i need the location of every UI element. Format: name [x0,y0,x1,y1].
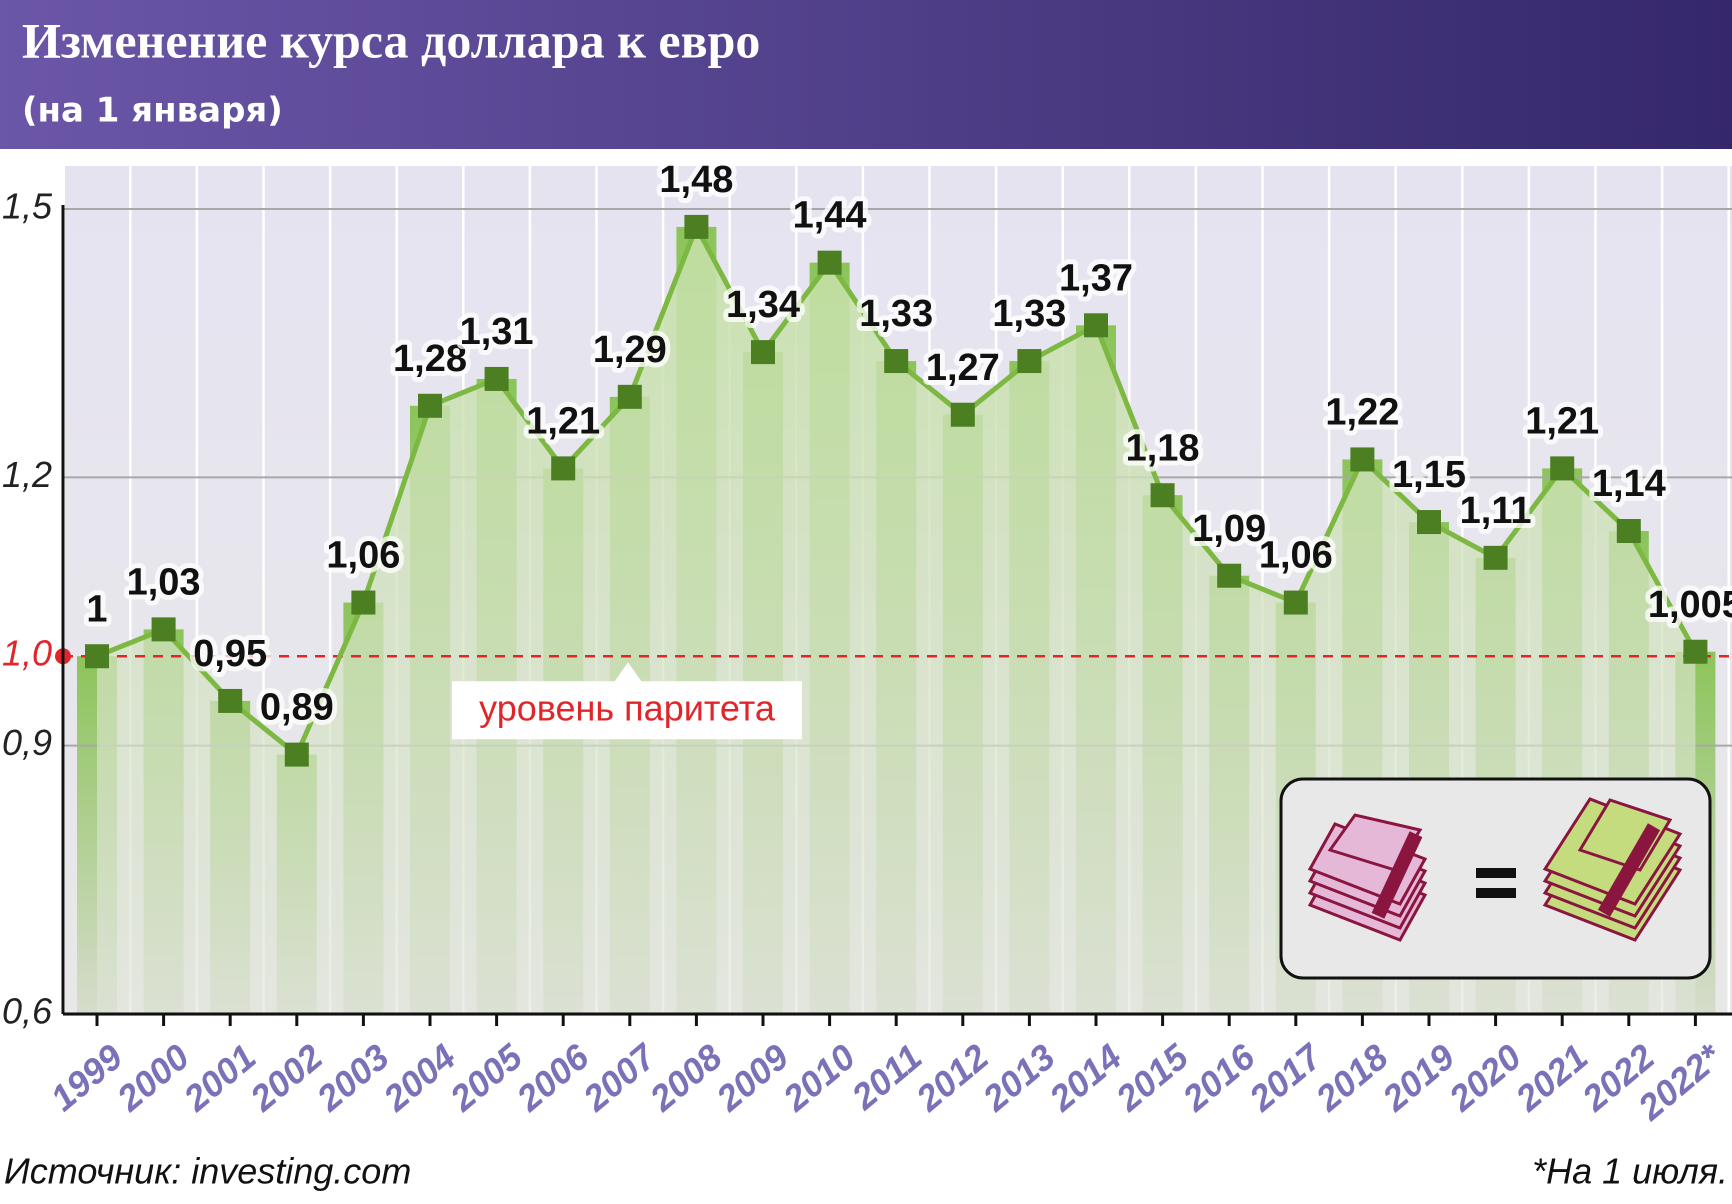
x-tick-label: 2005 [441,1035,530,1119]
data-label: 1,48 [659,159,733,201]
marker [1483,545,1508,570]
marker [484,366,509,391]
marker [1350,447,1375,472]
x-tick-label: 2000 [108,1036,196,1120]
marker [1683,639,1708,664]
marker [1616,519,1641,543]
x-tick-label: 2021 [1507,1036,1595,1120]
chart-title: Изменение курса доллара к евро [22,12,760,68]
data-label: 1,11 [1460,490,1532,532]
marker [85,644,109,669]
data-label: 1,21 [1525,400,1599,442]
source: Источник: investing.com [4,1151,411,1192]
marker [817,250,842,275]
marker [551,456,576,481]
x-tick-label: 2015 [1107,1035,1196,1119]
x-tick-label: 2004 [375,1036,463,1120]
marker [751,340,775,365]
annotation-box [452,681,802,740]
x-tick-label: 2003 [308,1036,396,1120]
marker [617,384,642,409]
footnote: *На 1 июля. [1532,1151,1728,1192]
marker [218,688,243,713]
data-label: 1,33 [992,293,1066,335]
data-label: 1,27 [926,347,1000,389]
data-label: 1,06 [326,535,400,577]
annotation: уровень паритета [479,688,776,729]
x-tick-label: 2001 [175,1036,263,1120]
data-label: 0,89 [260,687,334,729]
data-label: 1,34 [726,284,800,326]
marker [950,402,975,427]
marker [1283,590,1308,615]
y-tick-label: 0,6 [2,991,53,1032]
x-tick-label: 2019 [1374,1036,1462,1120]
marker [1150,483,1175,508]
money-icon [1279,777,1712,980]
marker [1417,510,1441,535]
x-tick-label: 2010 [774,1036,862,1120]
data-label: 1,18 [1126,427,1200,469]
x-tick-label: 2002 [242,1036,330,1120]
x-tick-label: 2006 [508,1035,597,1119]
x-tick-label: 2020 [1440,1036,1528,1120]
x-tick-label: 2011 [843,1036,929,1118]
data-label: 1,28 [393,338,467,380]
x-tick-label: 2018 [1307,1036,1395,1120]
data-label: 1,33 [859,293,933,335]
data-label: 1,15 [1392,454,1466,496]
data-label: 1,03 [127,561,201,603]
header [0,0,1732,149]
marker [151,617,176,642]
marker [1550,456,1575,481]
x-tick-label: 2016 [1174,1035,1263,1119]
marker [884,349,909,374]
marker [684,214,709,239]
y-tick-label: 1,0 [2,633,52,674]
y-tick-label: 1,5 [2,186,53,227]
data-label: 1,09 [1192,508,1266,550]
data-label: 1,44 [793,195,867,237]
data-label: 1,06 [1259,535,1333,577]
marker [418,393,442,418]
data-label: 1 [86,588,107,630]
marker [1084,313,1108,338]
data-label: 1,37 [1059,257,1133,299]
marker [351,590,376,615]
data-label: 1,21 [526,400,600,442]
data-label: 1,22 [1325,391,1399,433]
y-tick-label: 1,2 [2,454,52,495]
data-label: 1,29 [593,329,667,371]
x-tick-label: 2013 [974,1036,1062,1120]
data-label: 1,31 [460,311,534,353]
marker [284,742,309,767]
x-tick-label: 2008 [641,1036,729,1120]
marker [1217,563,1242,588]
marker [1017,349,1042,374]
data-label: 0,95 [193,633,267,675]
x-tick-label: 2009 [708,1036,796,1120]
chart-subtitle: (на 1 января) [22,91,283,131]
x-tick-label: 2017 [1241,1035,1331,1120]
x-tick-label: 2014 [1041,1036,1129,1120]
x-tick-label: 1999 [43,1036,131,1119]
data-label: 1,14 [1592,463,1666,505]
annotation-pointer [614,662,642,683]
y-tick-label: 0,9 [2,722,52,763]
x-tick-label: 2012 [908,1036,996,1120]
data-label: 1,005 [1648,584,1732,626]
x-tick-label: 2007 [575,1035,665,1120]
